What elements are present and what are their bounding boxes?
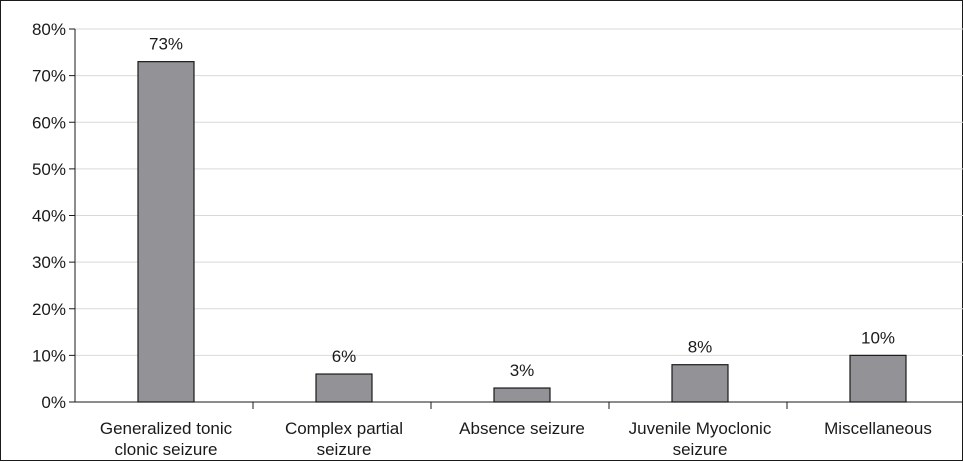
data-label: 73% [149, 35, 183, 54]
y-tick-label: 0% [41, 393, 66, 412]
bar [137, 61, 195, 403]
bar [671, 364, 729, 403]
y-tick-label: 50% [32, 160, 66, 179]
bar [315, 373, 373, 403]
data-label: 10% [861, 328, 895, 347]
data-label: 3% [510, 361, 535, 380]
category-label: seizure [317, 440, 372, 459]
y-tick-label: 40% [32, 207, 66, 226]
category-label: Miscellaneous [824, 419, 932, 438]
category-label: seizure [673, 440, 728, 459]
bar [493, 387, 551, 403]
y-tick-label: 60% [32, 113, 66, 132]
category-label: Generalized tonic [100, 419, 233, 438]
category-label: Juvenile Myoclonic [629, 419, 772, 438]
y-tick-label: 20% [32, 300, 66, 319]
category-label: Complex partial [285, 419, 403, 438]
data-label: 8% [688, 338, 713, 357]
y-tick-label: 70% [32, 67, 66, 86]
bar [849, 354, 907, 403]
category-label: Absence seizure [459, 419, 585, 438]
y-tick-label: 10% [32, 346, 66, 365]
data-label: 6% [332, 347, 357, 366]
y-tick-label: 30% [32, 253, 66, 272]
category-label: clonic seizure [115, 440, 218, 459]
y-tick-label: 80% [32, 20, 66, 39]
